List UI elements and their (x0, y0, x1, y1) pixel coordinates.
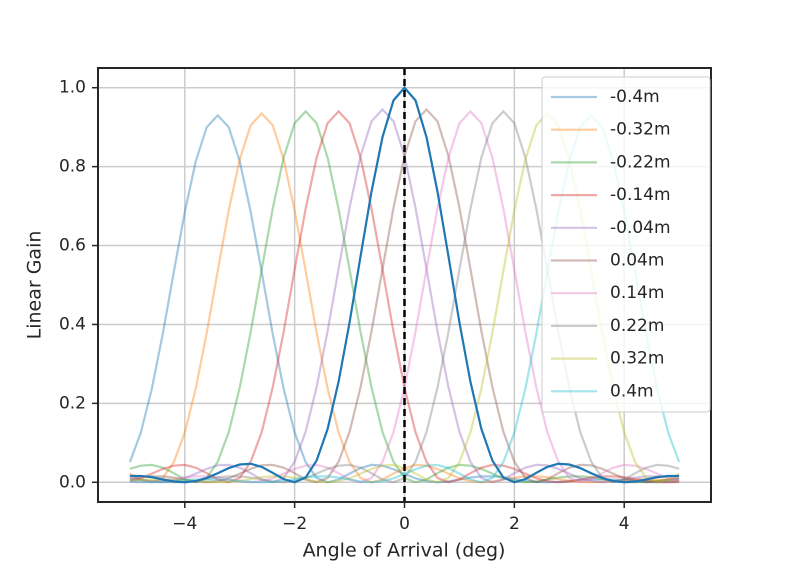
y-axis-label: Linear Gain (24, 231, 46, 340)
legend-label: -0.22m (610, 152, 671, 172)
x-tick-label: −2 (282, 514, 307, 534)
y-tick-label: 0.6 (59, 236, 86, 256)
legend-label: 0.04m (610, 251, 664, 271)
legend-label: 0.14m (610, 283, 664, 303)
legend: -0.4m -0.32m -0.22m -0.14m -0.04m 0.04m 0.14m 0… (541, 76, 711, 413)
x-axis-label: Angle of Arrival (deg) (303, 540, 506, 562)
y-tick-label: 0.8 (59, 157, 86, 177)
y-tick-label: 0.0 (59, 472, 86, 492)
legend-label: -0.14m (610, 185, 671, 205)
x-tick-label: 2 (509, 514, 520, 534)
y-tick-label: 0.4 (59, 314, 86, 334)
y-tick-label: 1.0 (59, 78, 86, 98)
legend-label: -0.4m (610, 87, 660, 107)
legend-label: 0.32m (610, 349, 664, 369)
x-tick-label: −4 (172, 514, 197, 534)
series-line (129, 107, 680, 484)
y-tick-label: 0.2 (59, 393, 86, 413)
legend-label: -0.04m (610, 218, 671, 238)
x-tick-label: 4 (619, 514, 630, 534)
legend-label: 0.4m (610, 381, 654, 401)
ticks: −4 −2 0 2 4 0.0 0.2 0.4 0.6 0.8 1.0 (59, 78, 630, 534)
series-line (129, 107, 680, 484)
x-tick-label: 0 (399, 514, 410, 534)
legend-label: 0.22m (610, 316, 664, 336)
series-line (128, 113, 680, 484)
series-line (129, 86, 680, 484)
legend-label: -0.32m (610, 120, 671, 140)
plot-lines (128, 68, 681, 502)
legend-box (541, 76, 711, 413)
